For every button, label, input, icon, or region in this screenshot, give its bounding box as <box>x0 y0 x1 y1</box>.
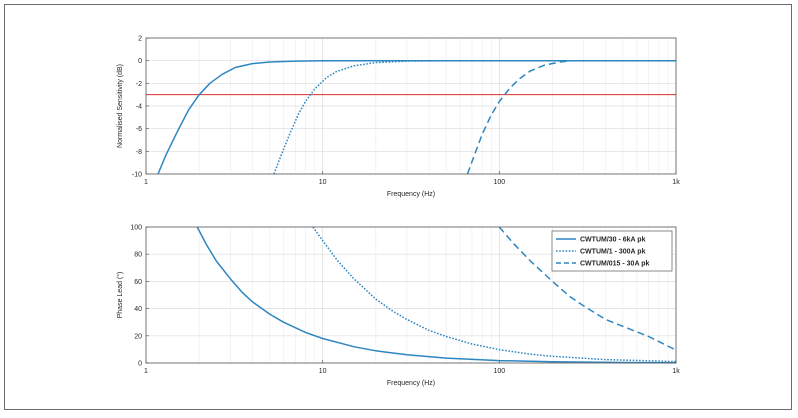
legend-label-cwtum-1: CWTUM/1 - 300A pk <box>580 249 646 256</box>
y-tick-label: 0 <box>138 58 142 65</box>
y-tick-label: 80 <box>134 252 142 259</box>
sensitivity-series <box>146 59 676 175</box>
y-tick-label: 0 <box>138 361 142 368</box>
x-tick-label: 10 <box>319 368 327 375</box>
x-tick-label: 100 <box>493 368 505 375</box>
x-tick-label: 1 <box>144 368 148 375</box>
sensitivity-plot: 1 10 100 1k -10 -8 -6 -4 -2 0 2 Frequency (Hz) Nor… <box>117 36 680 199</box>
y-tick-label: 40 <box>134 306 142 313</box>
series-line-dashed <box>466 59 676 175</box>
series-line-solid <box>196 226 677 364</box>
y-tick-label: -6 <box>136 126 142 133</box>
x-tick-label: 1k <box>672 179 680 186</box>
series-line-dotted <box>273 59 676 175</box>
series-line-solid <box>157 59 676 175</box>
phase-x-axis-label: Frequency (Hz) <box>387 380 435 387</box>
y-tick-label: 60 <box>134 279 142 286</box>
y-tick-label: -10 <box>132 172 142 179</box>
series-line-dashed <box>498 226 677 351</box>
x-tick-label: 1 <box>144 179 148 186</box>
phase-y-axis-label: Phase Lead (°) <box>116 272 124 319</box>
y-tick-label: 2 <box>138 36 142 43</box>
phase-tick-labels: 1 10 100 1k 0 20 40 60 80 100 <box>130 225 680 376</box>
y-tick-label: 100 <box>130 225 142 232</box>
series-line-dotted <box>312 226 677 363</box>
y-tick-label: -8 <box>136 149 142 156</box>
legend-label-cwtum-015: CWTUM/015 - 30A pk <box>580 261 649 268</box>
sensitivity-tick-labels: 1 10 100 1k -10 -8 -6 -4 -2 0 2 <box>132 36 680 187</box>
phase-plot: 1 10 100 1k 0 20 40 60 80 100 Frequency (Hz) Phas… <box>116 225 680 388</box>
x-tick-label: 100 <box>493 179 505 186</box>
legend-label-cwtum-30: CWTUM/30 - 6kA pk <box>580 237 646 244</box>
y-tick-label: -4 <box>136 104 142 111</box>
x-tick-label: 1k <box>672 368 680 375</box>
phase-plot-border <box>145 226 677 364</box>
phase-series <box>196 226 677 364</box>
sensitivity-y-axis-label: Normalised Sensitivity (dB) <box>117 64 124 148</box>
y-tick-label: 20 <box>134 333 142 340</box>
y-tick-label: -2 <box>136 81 142 88</box>
legend: CWTUM/30 - 6kA pk CWTUM/1 - 300A pk CWTU… <box>551 230 673 272</box>
sensitivity-x-axis-label: Frequency (Hz) <box>387 191 435 198</box>
x-tick-label: 10 <box>319 179 327 186</box>
